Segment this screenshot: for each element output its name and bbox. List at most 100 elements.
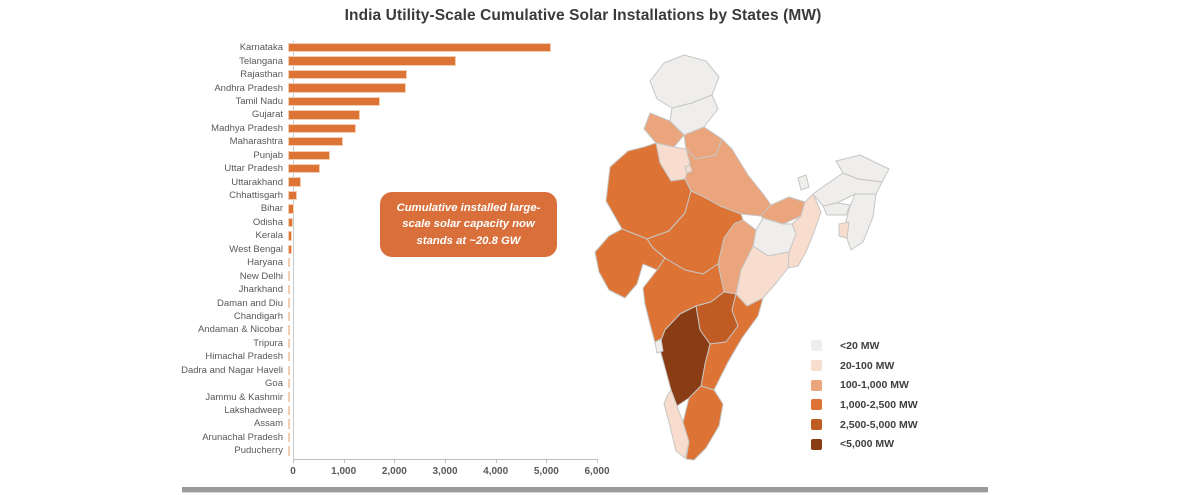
legend-item-label: 2,500-5,000 MW xyxy=(840,418,918,431)
bar-row-track xyxy=(288,377,597,390)
bar-row: Karnataka xyxy=(180,41,597,54)
bar-row-track xyxy=(288,337,597,350)
map-state-goa xyxy=(654,338,664,354)
bar-row: Lakshadweep xyxy=(180,404,597,417)
bar-row: Haryana xyxy=(180,256,597,269)
bar-row: Tamil Nadu xyxy=(180,95,597,108)
tick-mark xyxy=(445,459,446,463)
map-state-sikkim xyxy=(797,174,810,191)
bar-row-track xyxy=(288,162,597,175)
bar xyxy=(288,419,290,429)
bar-row-label: Lakshadweep xyxy=(224,405,283,417)
bar xyxy=(288,231,293,241)
tick-mark xyxy=(394,459,396,463)
bar-row-label: Rajasthan xyxy=(240,69,283,81)
bar-row-track xyxy=(288,269,597,282)
bar xyxy=(288,271,290,281)
bar xyxy=(288,137,344,147)
bar xyxy=(288,365,290,375)
bar-row-track xyxy=(288,122,597,135)
bar xyxy=(288,446,290,456)
india-choropleth-map xyxy=(594,54,890,461)
bar xyxy=(288,190,298,201)
bar-row-label: Goa xyxy=(265,378,283,390)
bar-row: Telangana xyxy=(180,54,597,67)
bar-row-label: Assam xyxy=(253,418,283,430)
bar-row-track xyxy=(288,68,597,81)
bar xyxy=(288,352,290,362)
bar-row: New Delhi xyxy=(180,269,597,282)
tick-label: 3,000 xyxy=(432,466,458,477)
bar xyxy=(288,432,290,443)
legend-item: 20-100 MW xyxy=(811,356,918,376)
legend-item-label: <5,000 MW xyxy=(840,438,894,451)
legend-swatch xyxy=(811,379,822,391)
map-state-west-bengal xyxy=(787,193,822,269)
bar-row-track xyxy=(288,149,597,162)
bar-row-track xyxy=(288,310,597,323)
bar-row-label: Bihar xyxy=(260,203,283,215)
bar-row: Chandigarh xyxy=(180,310,597,323)
bar xyxy=(288,150,331,160)
legend-swatch xyxy=(811,399,822,411)
bar xyxy=(288,405,290,416)
bar-row: Uttarakhand xyxy=(180,175,597,188)
bar-row-label: Chandigarh xyxy=(233,310,283,322)
bar-row-label: Tamil Nadu xyxy=(235,95,283,107)
legend-item-label: 1,000-2,500 MW xyxy=(840,398,918,411)
tick-label: 0 xyxy=(290,466,296,477)
bar-row-track xyxy=(288,390,597,403)
bar-row-label: Madhya Pradesh xyxy=(211,122,283,134)
bar xyxy=(288,204,294,214)
bar-row: Dadra and Nagar Haveli xyxy=(180,364,597,377)
bar xyxy=(288,163,321,174)
map-state-bihar xyxy=(760,196,806,225)
bar-row-track xyxy=(288,108,597,121)
tick-mark xyxy=(293,459,294,463)
tick-mark xyxy=(546,459,548,463)
bar-row: Assam xyxy=(180,417,597,430)
bar-row-track xyxy=(288,256,597,269)
bar xyxy=(288,56,457,66)
bar xyxy=(288,298,290,308)
bar-row: Arunachal Pradesh xyxy=(180,431,597,444)
bar-row-label: Uttarakhand xyxy=(231,176,283,188)
bar-row-track xyxy=(288,323,597,336)
bar-row-track xyxy=(288,350,597,363)
bar-row-label: Jammu & Kashmir xyxy=(205,391,283,403)
bar xyxy=(288,43,551,53)
bar-row: West Bengal xyxy=(180,243,597,256)
bar xyxy=(288,96,380,107)
bar-row-label: Andaman & Nicobar xyxy=(197,324,283,336)
bar-row: Chhattisgarh xyxy=(180,189,597,202)
bar-row-label: Telangana xyxy=(239,55,283,67)
bar xyxy=(288,83,407,93)
bar xyxy=(288,284,290,295)
bar-row-track xyxy=(288,135,597,148)
bar-row: Odisha xyxy=(180,216,597,229)
bar-row: Maharashtra xyxy=(180,135,597,148)
bar-row-label: Daman and Diu xyxy=(216,297,283,309)
map-state-ne-hills xyxy=(843,193,877,251)
bar-row: Tripura xyxy=(180,337,597,350)
bar-row-track xyxy=(288,175,597,188)
bar-row-label: Uttar Pradesh xyxy=(224,163,283,175)
bar-row-track xyxy=(288,296,597,309)
bar-row-track xyxy=(288,431,597,444)
bar-row: Kerala xyxy=(180,229,597,242)
legend-swatch xyxy=(811,340,822,352)
legend-item: 1,000-2,500 MW xyxy=(811,395,918,415)
bar-row: Jammu & Kashmir xyxy=(180,390,597,403)
legend-item-label: 100-1,000 MW xyxy=(840,379,909,392)
tick-label: 2,000 xyxy=(381,466,407,477)
bar-row-track xyxy=(288,243,597,256)
bar-row: Madhya Pradesh xyxy=(180,122,597,135)
bar-row: Bihar xyxy=(180,202,597,215)
map-state-delhi xyxy=(684,164,693,174)
bar-row-label: Odisha xyxy=(252,216,283,228)
bar-row: Gujarat xyxy=(180,108,597,121)
tick-label: 1,000 xyxy=(331,466,357,477)
x-axis-ticks: 0 1,000 2,000 3,000 4,000 5,000 6,000 xyxy=(290,459,610,485)
bar xyxy=(288,177,302,187)
